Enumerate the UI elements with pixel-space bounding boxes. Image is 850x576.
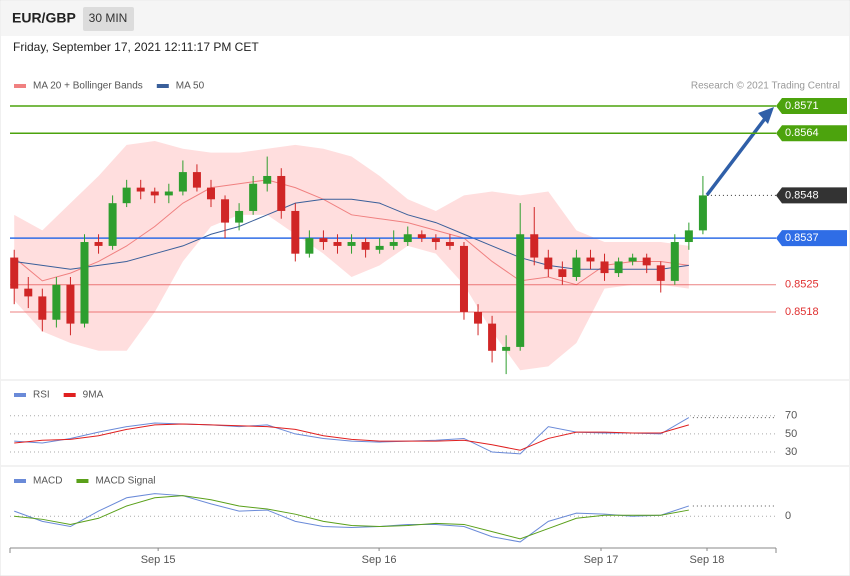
candle-body (656, 265, 665, 281)
indicator-line (14, 495, 689, 540)
candle-body (445, 242, 454, 246)
candle-body (516, 234, 525, 347)
candle-body (221, 199, 230, 223)
candle-body (361, 242, 370, 250)
indicator-line (14, 493, 690, 543)
candle-body (417, 234, 426, 239)
forecast-arrow (705, 110, 772, 197)
candle-body (94, 242, 103, 246)
candle-body (614, 261, 623, 274)
candle-body (642, 257, 651, 266)
x-tick-label: Sep 15 (141, 554, 176, 566)
level-label-box (776, 98, 847, 115)
candle-body (319, 238, 328, 243)
candle-body (558, 269, 567, 277)
candle-body (698, 195, 707, 231)
legend-swatch (76, 479, 89, 483)
level-label: 0.8518 (785, 306, 819, 318)
candle-body (249, 183, 258, 211)
x-tick-label: Sep 17 (584, 554, 619, 566)
credit: Research © 2021 Trading Central (691, 81, 840, 92)
legend-label: MACD (33, 476, 62, 487)
candle-body (628, 257, 637, 262)
candle-body (122, 187, 131, 204)
candle-body (600, 261, 609, 274)
candle-body (150, 191, 159, 196)
legend-swatch (156, 84, 169, 88)
legend-label: MACD Signal (95, 476, 155, 487)
candle-body (375, 245, 384, 250)
y-tick-label: 50 (785, 428, 797, 440)
level-label-box (776, 230, 847, 247)
candle-body (431, 238, 440, 243)
candle-body (684, 230, 693, 243)
symbol: EUR/GBP (12, 10, 76, 26)
y-tick-label: 30 (785, 446, 797, 458)
candle-body (178, 172, 187, 192)
level-label: 0.8548 (785, 189, 819, 201)
legend-label: MA 50 (176, 81, 205, 92)
candle-body (24, 288, 33, 297)
candle-body (108, 203, 117, 246)
y-tick-label: 70 (785, 410, 797, 422)
y-tick-label: 0 (785, 510, 791, 522)
timestamp: Friday, September 17, 2021 12:11:17 PM C… (13, 40, 259, 54)
candle-body (347, 242, 356, 246)
level-label: 0.8571 (785, 100, 819, 112)
candle-body (572, 257, 581, 277)
candle-body (206, 187, 215, 200)
candle-body (164, 191, 173, 196)
level-label-box (776, 125, 847, 142)
candle-body (38, 296, 47, 320)
forecast-arrowhead (758, 107, 774, 124)
candle-body (502, 346, 511, 351)
candle-body (544, 257, 553, 270)
level-label-box (776, 187, 847, 204)
level-label: 0.8537 (785, 232, 819, 244)
x-tick-label: Sep 16 (362, 554, 397, 566)
indicator-line (14, 423, 689, 451)
candle-body (263, 175, 272, 184)
level-label: 0.8564 (785, 127, 819, 139)
candle-body (10, 257, 19, 289)
candle-body (235, 210, 244, 223)
legend-swatch (14, 479, 26, 483)
candle-body (80, 242, 89, 324)
legend-swatch (14, 84, 26, 88)
candle-body (586, 257, 595, 262)
candle-body (277, 175, 286, 211)
candle-body (488, 323, 497, 351)
candle-body (670, 242, 679, 281)
candle-body (459, 245, 468, 312)
candle-body (530, 234, 539, 258)
candle-body (66, 284, 75, 324)
candle-body (192, 172, 201, 188)
legend-swatch (63, 393, 76, 397)
candle-body (291, 210, 300, 254)
candle-body (403, 234, 412, 243)
candle-body (389, 242, 398, 246)
candle-body (136, 187, 145, 192)
legend-swatch (14, 393, 26, 397)
legend-label: 9MA (83, 390, 104, 401)
legend-label: MA 20 + Bollinger Bands (33, 81, 143, 92)
x-tick-label: Sep 18 (690, 554, 725, 566)
legend-label: RSI (33, 390, 50, 401)
candle-body (474, 311, 483, 324)
header-bar (1, 1, 849, 36)
level-label: 0.8525 (785, 279, 819, 291)
timeframe: 30 MIN (89, 11, 128, 25)
candle-body (305, 238, 314, 254)
candle-body (52, 284, 61, 320)
timeframe-box (83, 7, 134, 31)
candle-body (333, 242, 342, 246)
